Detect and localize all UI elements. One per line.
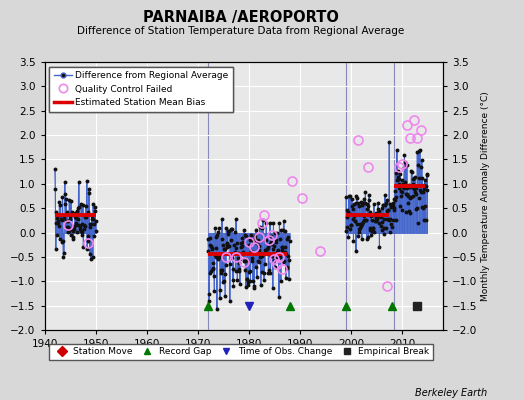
Legend: Difference from Regional Average, Quality Control Failed, Estimated Station Mean: Difference from Regional Average, Qualit… [49,66,233,112]
Text: Berkeley Earth: Berkeley Earth [415,388,487,398]
Text: PARNAIBA /AEROPORTO: PARNAIBA /AEROPORTO [143,10,339,25]
Y-axis label: Monthly Temperature Anomaly Difference (°C): Monthly Temperature Anomaly Difference (… [482,91,490,301]
Legend: Station Move, Record Gap, Time of Obs. Change, Empirical Break: Station Move, Record Gap, Time of Obs. C… [49,344,433,360]
Text: Difference of Station Temperature Data from Regional Average: Difference of Station Temperature Data f… [78,26,405,36]
